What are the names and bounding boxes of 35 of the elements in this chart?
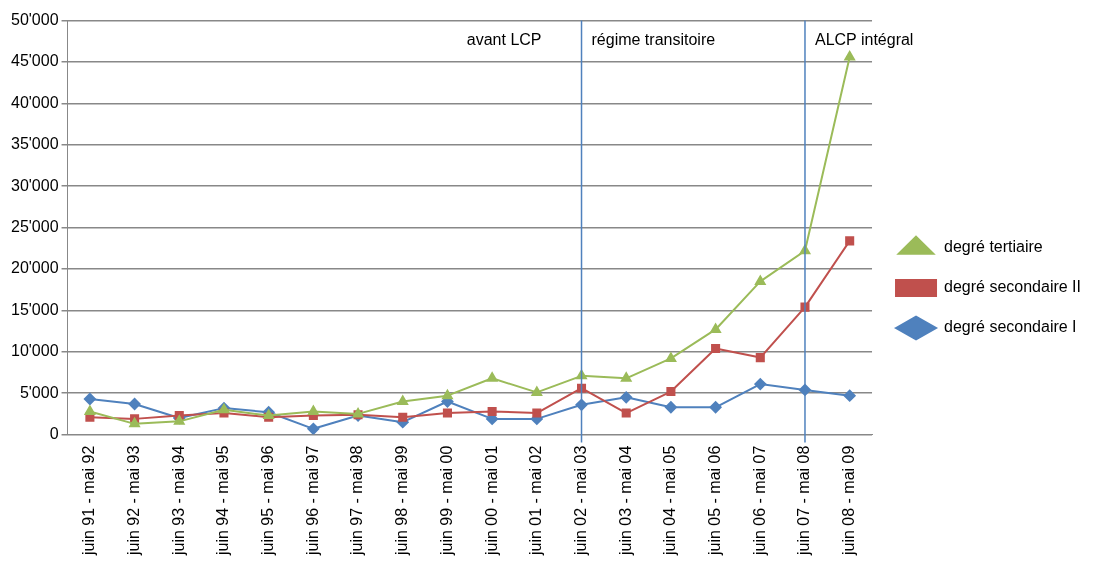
y-tick-label: 0: [49, 425, 59, 443]
x-tick-label: juin 08 - mai 09: [840, 445, 858, 556]
y-tick-label: 35'000: [11, 135, 59, 153]
y-tick-label: 5'000: [19, 383, 59, 401]
y-tick-label: 20'000: [11, 259, 59, 277]
annotation: ALCP intégral: [814, 31, 914, 49]
x-tick-label: juin 99 - mai 00: [437, 445, 455, 556]
x-tick-label: juin 96 - mai 97: [303, 445, 321, 556]
legend-label: degré secondaire I: [944, 318, 1077, 336]
legend-label: degré tertiaire: [944, 238, 1043, 256]
y-tick-label: 50'000: [11, 11, 59, 29]
x-tick-label: juin 02 - mai 03: [571, 445, 589, 556]
x-tick-label: juin 95 - mai 96: [259, 445, 277, 556]
annotation: régime transitoire: [591, 31, 716, 49]
x-tick-label: juin 04 - mai 05: [661, 445, 679, 556]
x-tick-label: juin 06 - mai 07: [750, 445, 768, 556]
x-tick-label: juin 97 - mai 98: [348, 445, 366, 556]
x-tick-label: juin 94 - mai 95: [214, 445, 232, 556]
y-tick-label: 45'000: [11, 52, 59, 70]
x-tick-label: juin 00 - mai 01: [482, 445, 500, 556]
x-tick-label: juin 03 - mai 04: [616, 445, 634, 556]
x-tick-label: juin 92 - mai 93: [124, 445, 142, 556]
legend-label: degré secondaire II: [944, 278, 1082, 296]
y-tick-label: 10'000: [11, 342, 59, 360]
y-tick-label: 15'000: [11, 300, 59, 318]
y-tick-label: 30'000: [11, 176, 59, 194]
y-tick-label: 25'000: [11, 218, 59, 236]
x-tick-label: juin 07 - mai 08: [795, 445, 813, 556]
annotation: avant LCP: [466, 31, 542, 49]
x-tick-label: juin 98 - mai 99: [393, 445, 411, 556]
x-tick-label: juin 05 - mai 06: [706, 445, 723, 556]
x-tick-label: juin 01 - mai 02: [527, 445, 545, 556]
x-tick-label: juin 91 - mai 92: [80, 445, 98, 556]
x-tick-label: juin 93 - mai 94: [169, 445, 187, 556]
y-tick-label: 40'000: [11, 93, 59, 111]
